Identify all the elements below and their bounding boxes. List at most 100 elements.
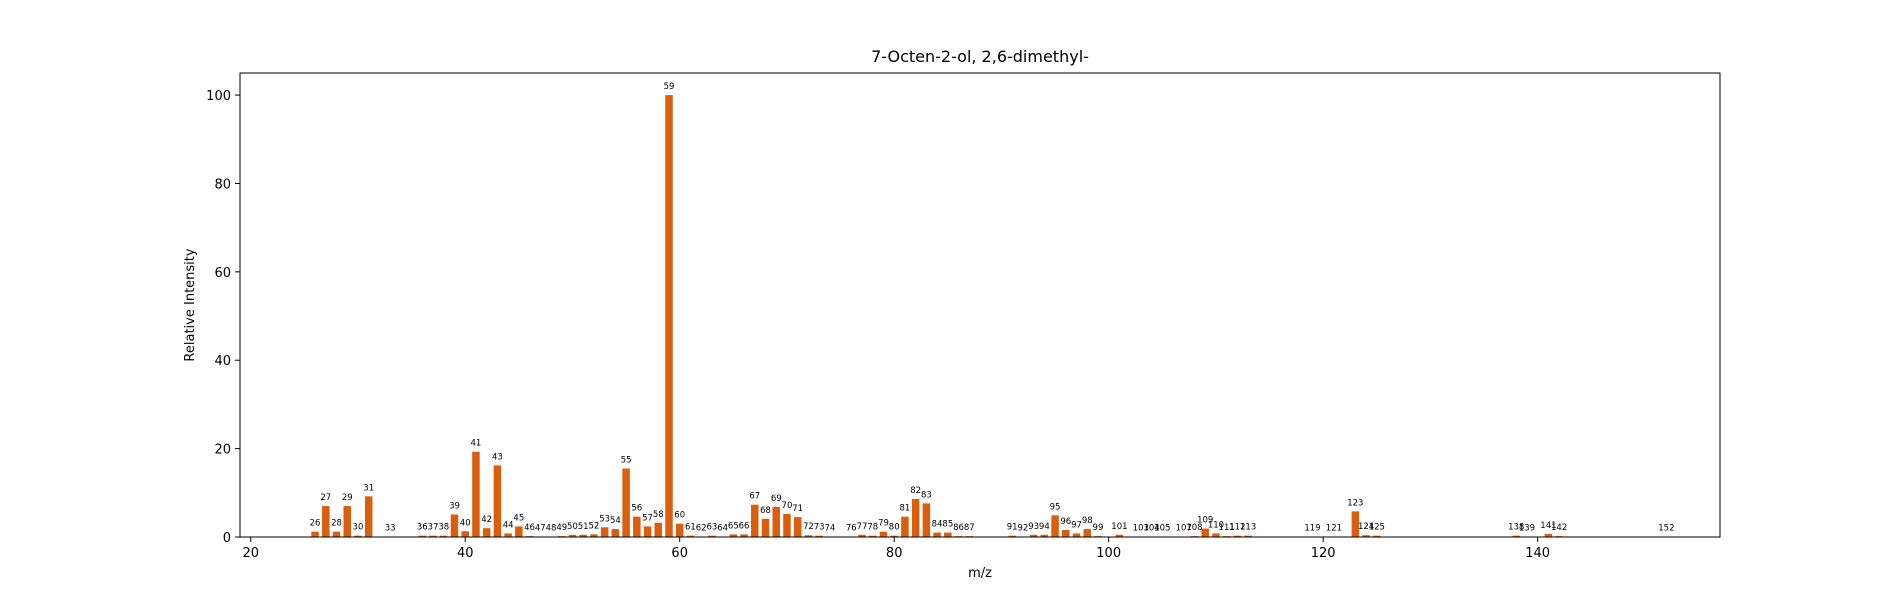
bar-mz-58 xyxy=(654,522,663,537)
data-label-mz-71: 71 xyxy=(792,504,803,514)
bar-mz-45 xyxy=(515,526,523,537)
data-label-mz-48: 48 xyxy=(546,524,557,534)
bar-mz-68 xyxy=(761,518,770,537)
bar-mz-27 xyxy=(322,506,330,537)
data-label-mz-93: 93 xyxy=(1028,522,1039,532)
bar-mz-66 xyxy=(740,534,748,537)
data-label-mz-41: 41 xyxy=(471,439,482,449)
bar-mz-97 xyxy=(1072,533,1081,537)
data-label-mz-30: 30 xyxy=(353,523,364,533)
bar-mz-26 xyxy=(311,531,319,537)
data-label-mz-39: 39 xyxy=(449,501,460,511)
bar-mz-113 xyxy=(1244,535,1252,537)
bar-mz-65 xyxy=(729,534,738,537)
bar-mz-79 xyxy=(879,531,888,537)
bar-mz-141 xyxy=(1544,533,1553,537)
x-axis: 20 40 60 80 100 120 140 xyxy=(242,537,1550,561)
bar-mz-72 xyxy=(804,535,813,537)
data-label-mz-104: 104 xyxy=(1143,524,1159,534)
data-label-mz-97: 97 xyxy=(1071,520,1082,530)
data-label-mz-82: 82 xyxy=(910,486,921,496)
y-axis-label: Relative Intensity xyxy=(183,248,198,361)
y-tick-label: 0 xyxy=(223,531,231,546)
data-label-mz-87: 87 xyxy=(964,523,975,533)
data-label-mz-76: 76 xyxy=(846,524,857,534)
bar-mz-42 xyxy=(482,528,491,537)
bar-mz-101 xyxy=(1115,534,1124,537)
data-label-mz-113: 113 xyxy=(1240,523,1256,533)
data-label-mz-112: 112 xyxy=(1229,523,1245,533)
bar-mz-94 xyxy=(1040,534,1049,537)
data-label-mz-70: 70 xyxy=(782,501,793,511)
bar-mz-124 xyxy=(1362,535,1370,537)
data-label-mz-125: 125 xyxy=(1369,523,1385,533)
bar-mz-61 xyxy=(686,535,695,537)
data-label-mz-109: 109 xyxy=(1197,516,1213,526)
data-label-mz-53: 53 xyxy=(599,514,610,524)
data-label-mz-68: 68 xyxy=(760,506,771,516)
data-label-mz-56: 56 xyxy=(631,504,642,514)
data-label-mz-86: 86 xyxy=(953,523,964,533)
data-label-mz-139: 139 xyxy=(1519,524,1535,534)
bar-mz-51 xyxy=(579,534,587,537)
x-tick-label: 140 xyxy=(1525,546,1550,561)
bar-mz-96 xyxy=(1062,529,1070,537)
data-label-mz-33: 33 xyxy=(385,524,396,534)
bar-mz-50 xyxy=(568,534,577,537)
x-tick-label: 100 xyxy=(1096,546,1121,561)
x-tick-label: 80 xyxy=(886,546,903,561)
y-tick-label: 60 xyxy=(214,266,231,281)
bar-mz-55 xyxy=(622,468,630,537)
bar-mz-52 xyxy=(590,534,598,537)
data-label-mz-84: 84 xyxy=(932,520,943,530)
data-label-mz-52: 52 xyxy=(588,521,599,531)
x-tick-label: 120 xyxy=(1311,546,1336,561)
bar-mz-78 xyxy=(869,535,877,537)
bar-mz-59 xyxy=(665,95,673,537)
bar-mz-110 xyxy=(1212,533,1220,537)
bar-mz-81 xyxy=(901,516,909,537)
data-label-mz-83: 83 xyxy=(921,490,932,500)
data-label-mz-38: 38 xyxy=(438,523,449,533)
data-label-mz-59: 59 xyxy=(664,82,675,92)
bar-mz-28 xyxy=(332,531,341,537)
bar-mz-30 xyxy=(354,535,362,537)
bar-mz-63 xyxy=(708,535,716,537)
data-label-mz-60: 60 xyxy=(674,511,685,521)
data-label-mz-67: 67 xyxy=(749,492,760,502)
data-label-mz-101: 101 xyxy=(1111,522,1127,532)
bar-mz-93 xyxy=(1029,534,1038,537)
bar-mz-70 xyxy=(783,514,791,537)
bar-mz-80 xyxy=(890,535,898,537)
data-label-mz-54: 54 xyxy=(610,516,621,526)
bar-mz-73 xyxy=(815,535,823,537)
data-label-mz-111: 111 xyxy=(1219,523,1235,533)
bar-mz-39 xyxy=(450,514,459,537)
data-label-mz-65: 65 xyxy=(728,521,739,531)
data-label-mz-81: 81 xyxy=(900,504,911,514)
data-label-mz-96: 96 xyxy=(1060,517,1071,527)
x-axis-label: m/z xyxy=(968,566,992,581)
bar-mz-56 xyxy=(633,516,641,537)
bar-mz-38 xyxy=(440,535,448,537)
y-tick-label: 40 xyxy=(214,354,231,369)
data-label-mz-69: 69 xyxy=(771,494,782,504)
data-label-mz-123: 123 xyxy=(1347,498,1363,508)
bar-mz-40 xyxy=(461,531,469,537)
data-label-mz-58: 58 xyxy=(653,510,664,520)
bar-series xyxy=(311,95,1671,537)
x-tick-label: 20 xyxy=(242,546,259,561)
y-tick-label: 80 xyxy=(214,177,231,192)
data-label-mz-77: 77 xyxy=(857,522,868,532)
bar-mz-84 xyxy=(933,532,941,537)
bar-mz-36 xyxy=(418,535,427,537)
data-label-mz-110: 110 xyxy=(1208,520,1224,530)
data-label-mz-98: 98 xyxy=(1082,516,1093,526)
data-label-mz-119: 119 xyxy=(1304,524,1320,534)
data-label-mz-55: 55 xyxy=(621,456,632,466)
bar-mz-112 xyxy=(1233,535,1242,537)
data-label-mz-36: 36 xyxy=(417,523,428,533)
bar-mz-109 xyxy=(1201,528,1209,537)
data-label-mz-29: 29 xyxy=(342,493,353,503)
